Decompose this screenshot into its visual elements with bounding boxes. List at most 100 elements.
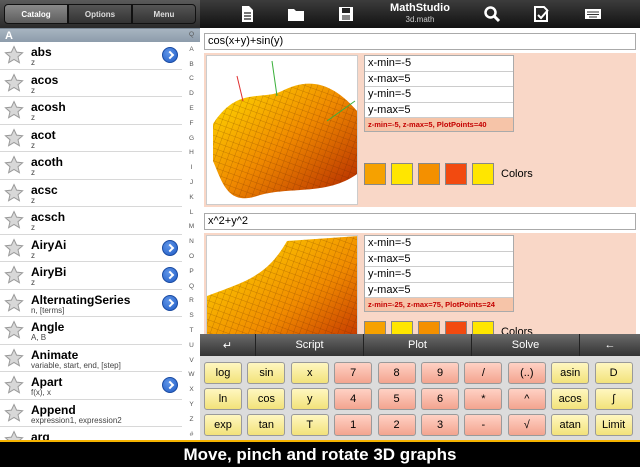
tab-catalog[interactable]: Catalog bbox=[4, 4, 68, 24]
key[interactable]: log bbox=[204, 362, 242, 384]
color-swatch[interactable] bbox=[364, 163, 386, 185]
key[interactable]: (..) bbox=[507, 362, 546, 384]
color-swatch[interactable] bbox=[418, 163, 440, 185]
index-letter[interactable]: K bbox=[189, 193, 194, 201]
tab-menu[interactable]: Menu bbox=[132, 4, 196, 24]
favorite-star-icon[interactable] bbox=[4, 182, 24, 203]
index-letter[interactable]: O bbox=[188, 252, 195, 260]
favorite-star-icon[interactable] bbox=[4, 402, 24, 423]
index-letter[interactable]: L bbox=[189, 208, 194, 216]
key[interactable]: 8 bbox=[377, 362, 416, 384]
color-swatch[interactable] bbox=[391, 321, 413, 334]
index-letter[interactable]: B bbox=[189, 60, 194, 68]
3d-plot[interactable] bbox=[206, 55, 358, 205]
detail-disclosure-icon[interactable] bbox=[162, 377, 178, 393]
key[interactable]: x bbox=[290, 362, 329, 384]
key[interactable]: acos bbox=[551, 388, 590, 410]
search-icon[interactable] bbox=[483, 5, 501, 23]
index-letter[interactable]: C bbox=[189, 75, 194, 83]
key[interactable]: / bbox=[464, 362, 503, 384]
index-letter[interactable]: A bbox=[189, 45, 194, 53]
key[interactable]: 5 bbox=[377, 388, 416, 410]
document-icon[interactable] bbox=[238, 5, 256, 23]
favorite-star-icon[interactable] bbox=[4, 72, 24, 93]
key[interactable]: 6 bbox=[421, 388, 459, 410]
favorite-star-icon[interactable] bbox=[4, 127, 24, 148]
key[interactable]: exp bbox=[204, 414, 242, 436]
catalog-item[interactable]: acosh z bbox=[0, 97, 182, 125]
param-x-min[interactable]: x-min=-5 bbox=[365, 56, 513, 72]
favorite-star-icon[interactable] bbox=[4, 375, 24, 395]
detail-disclosure-icon[interactable] bbox=[162, 267, 178, 283]
backspace-key[interactable]: ← bbox=[604, 339, 616, 351]
favorite-star-icon[interactable] bbox=[4, 430, 24, 440]
key[interactable]: sin bbox=[247, 362, 286, 384]
favorite-star-icon[interactable] bbox=[4, 45, 24, 65]
plot-key[interactable]: Plot bbox=[364, 334, 472, 356]
color-swatch[interactable] bbox=[418, 321, 440, 334]
favorite-star-icon[interactable] bbox=[4, 292, 24, 313]
index-letter[interactable]: Q bbox=[188, 282, 195, 290]
color-swatch[interactable] bbox=[364, 321, 386, 334]
index-letter[interactable]: D bbox=[189, 90, 194, 98]
key[interactable]: 3 bbox=[421, 414, 459, 436]
index-letter[interactable]: F bbox=[189, 119, 194, 127]
color-swatch[interactable] bbox=[472, 163, 494, 185]
keyboard-icon[interactable] bbox=[584, 5, 602, 23]
catalog-item[interactable]: acoth z bbox=[0, 152, 182, 180]
color-swatch[interactable] bbox=[391, 163, 413, 185]
catalog-item[interactable]: Animate variable, start, end, [step] bbox=[0, 345, 182, 372]
index-letter[interactable]: P bbox=[189, 267, 194, 275]
index-letter[interactable]: V bbox=[189, 356, 194, 364]
index-letter[interactable]: # bbox=[189, 430, 194, 438]
folder-icon[interactable] bbox=[287, 5, 305, 23]
favorite-star-icon[interactable] bbox=[4, 320, 24, 340]
favorite-star-icon[interactable] bbox=[4, 265, 24, 285]
index-letter[interactable]: Q bbox=[188, 31, 195, 38]
detail-disclosure-icon[interactable] bbox=[162, 239, 178, 256]
expression-input[interactable]: x^2+y^2 bbox=[204, 213, 636, 230]
enter-key[interactable]: ↵ bbox=[200, 334, 256, 356]
key[interactable]: - bbox=[464, 414, 503, 436]
key[interactable]: D bbox=[594, 362, 633, 384]
catalog-item[interactable]: Angle A, B bbox=[0, 317, 182, 345]
favorite-star-icon[interactable] bbox=[4, 347, 24, 368]
param-y-max[interactable]: y-max=5 bbox=[365, 283, 513, 298]
script-key[interactable]: Script bbox=[256, 334, 364, 356]
color-swatch[interactable] bbox=[445, 163, 467, 185]
index-letter[interactable]: T bbox=[189, 326, 194, 334]
catalog-item[interactable]: Append expression1, expression2 bbox=[0, 400, 182, 427]
catalog-item[interactable]: AiryBi z bbox=[0, 262, 182, 290]
index-letter[interactable]: X bbox=[189, 386, 194, 394]
key[interactable]: 1 bbox=[334, 414, 373, 436]
catalog-item[interactable]: acsc z bbox=[0, 180, 182, 207]
index-letter[interactable]: S bbox=[189, 312, 194, 320]
param-x-min[interactable]: x-min=-5 bbox=[365, 236, 513, 252]
catalog-item[interactable]: AiryAi z bbox=[0, 235, 182, 262]
index-letter[interactable]: I bbox=[190, 164, 193, 172]
index-letter[interactable]: H bbox=[189, 149, 194, 157]
catalog-item[interactable]: AlternatingSeries n, [terms] bbox=[0, 290, 182, 317]
catalog-item[interactable]: Apart f(x), x bbox=[0, 372, 182, 400]
key[interactable]: 4 bbox=[334, 388, 373, 410]
alphabet-index[interactable]: Q A B C D E F G H I J K L M N O P Q R S T U V W X Y Z # bbox=[183, 28, 200, 440]
color-swatch[interactable] bbox=[445, 321, 467, 334]
catalog-item[interactable]: acsch z bbox=[0, 207, 182, 235]
index-letter[interactable]: N bbox=[189, 238, 194, 246]
favorite-star-icon[interactable] bbox=[4, 210, 24, 230]
key[interactable]: tan bbox=[247, 414, 286, 436]
key[interactable]: * bbox=[464, 388, 503, 410]
key[interactable]: 9 bbox=[421, 362, 459, 384]
tab-options[interactable]: Options bbox=[68, 4, 132, 24]
detail-disclosure-icon[interactable] bbox=[162, 294, 178, 311]
catalog-item[interactable]: arg bbox=[0, 427, 182, 440]
index-letter[interactable]: E bbox=[189, 104, 194, 112]
catalog-item[interactable]: acos z bbox=[0, 70, 182, 97]
key[interactable]: T bbox=[290, 414, 329, 436]
key[interactable]: y bbox=[290, 388, 329, 410]
index-letter[interactable]: J bbox=[189, 178, 194, 186]
key[interactable]: asin bbox=[551, 362, 590, 384]
key[interactable]: ^ bbox=[507, 388, 546, 410]
catalog-item[interactable]: acot z bbox=[0, 125, 182, 152]
index-letter[interactable]: Z bbox=[189, 415, 194, 423]
